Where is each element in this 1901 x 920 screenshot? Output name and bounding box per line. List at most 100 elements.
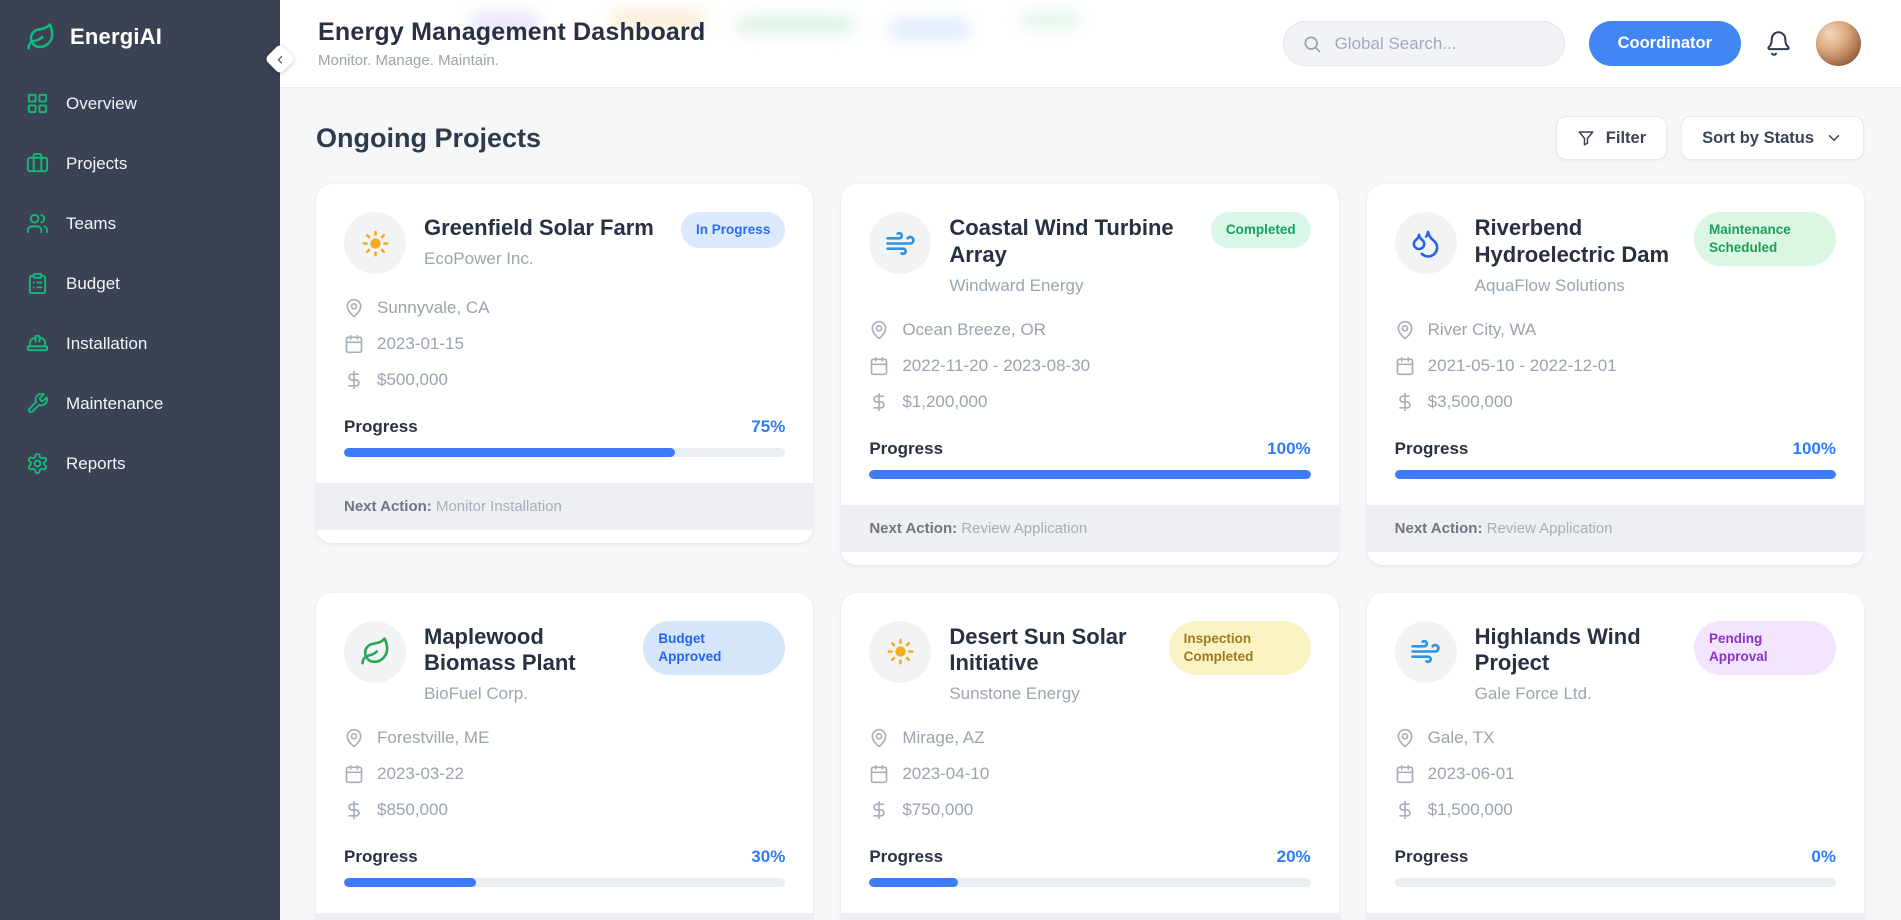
filter-button[interactable]: Filter — [1555, 116, 1668, 160]
chevron-left-icon — [274, 53, 287, 66]
project-card-body: Riverbend Hydroelectric Dam AquaFlow Solu… — [1367, 184, 1864, 479]
sidebar-item-installation[interactable]: Installation — [26, 332, 254, 355]
map-pin-icon — [869, 728, 889, 748]
project-budget: $3,500,000 — [1395, 392, 1836, 412]
sidebar-item-maintenance[interactable]: Maintenance — [26, 392, 254, 415]
sun-icon — [869, 620, 932, 683]
project-dates-text: 2023-06-01 — [1427, 764, 1515, 784]
search-input[interactable] — [1332, 32, 1546, 55]
project-dates-text: 2023-04-10 — [902, 764, 990, 784]
header-titles: Energy Management Dashboard Monitor. Man… — [318, 18, 705, 69]
status-badge: In Progress — [681, 212, 786, 249]
project-dates: 2023-01-15 — [344, 334, 785, 354]
wind-icon — [869, 212, 932, 274]
header: Energy Management Dashboard Monitor. Man… — [280, 0, 1901, 88]
coordinator-button[interactable]: Coordinator — [1588, 21, 1741, 66]
project-card-header: Desert Sun Solar Initiative Sunstone Ener… — [869, 620, 1311, 705]
project-meta: Ocean Breeze, OR 2022-11-20 - 2023-08-30 $… — [869, 320, 1310, 412]
header-actions: Coordinator — [1282, 21, 1861, 66]
sidebar-item-label: Installation — [66, 333, 148, 353]
project-card[interactable]: Desert Sun Solar Initiative Sunstone Ener… — [841, 592, 1339, 920]
dollar-icon — [869, 392, 889, 412]
next-action: Next Action: Review Application — [1366, 504, 1864, 552]
next-action-label: Next Action: — [1394, 519, 1483, 537]
brand: EnergiAI — [0, 0, 280, 62]
project-title-wrap: Coastal Wind Turbine Array Windward Energ… — [949, 212, 1193, 296]
project-company: AquaFlow Solutions — [1474, 275, 1625, 295]
progress-label: Progress — [344, 417, 418, 436]
project-card-body: Greenfield Solar Farm EcoPower Inc. In Pro… — [316, 184, 813, 457]
progress-percentage: 100% — [1267, 438, 1311, 458]
sidebar-item-projects[interactable]: Projects — [26, 152, 254, 175]
progress-percentage: 75% — [751, 417, 786, 436]
project-company: BioFuel Corp. — [424, 684, 528, 704]
map-pin-icon — [344, 298, 364, 318]
project-card-header: Riverbend Hydroelectric Dam AquaFlow Solu… — [1394, 212, 1836, 296]
next-action-value: Review Application — [1486, 519, 1613, 537]
project-meta: Sunnyvale, CA 2023-01-15 $500,000 — [344, 298, 785, 390]
map-pin-icon — [869, 320, 889, 340]
project-card[interactable]: Greenfield Solar Farm EcoPower Inc. In Pro… — [316, 184, 814, 543]
project-budget-text: $3,500,000 — [1427, 391, 1513, 411]
status-badge: Budget Approved — [643, 620, 786, 676]
sort-dropdown[interactable]: Sort by Status — [1681, 116, 1864, 160]
project-location: Gale, TX — [1395, 728, 1836, 748]
project-title-wrap: Highlands Wind Project Gale Force Ltd. — [1475, 621, 1676, 705]
progress-bar — [344, 448, 786, 457]
status-badge: Maintenance Scheduled — [1694, 212, 1836, 267]
filter-label: Filter — [1605, 128, 1647, 147]
progress-label: Progress — [1394, 847, 1469, 867]
project-location-text: River City, WA — [1427, 319, 1537, 339]
project-title-wrap: Greenfield Solar Farm EcoPower Inc. — [424, 212, 663, 274]
project-location: Forestville, ME — [344, 728, 785, 748]
filter-icon — [1577, 129, 1595, 147]
project-title: Highlands Wind Project — [1474, 623, 1641, 676]
project-location: Sunnyvale, CA — [344, 298, 785, 318]
sidebar-item-reports[interactable]: Reports — [26, 452, 254, 475]
dollar-icon — [1395, 392, 1415, 412]
project-dates-text: 2021-05-10 - 2022-12-01 — [1427, 355, 1617, 375]
sidebar-item-teams[interactable]: Teams — [26, 212, 254, 235]
decorative-blur — [470, 14, 540, 32]
sidebar-item-budget[interactable]: Budget — [26, 272, 254, 295]
sidebar-item-label: Reports — [66, 453, 126, 473]
progress-percentage: 30% — [751, 847, 786, 867]
project-card[interactable]: Maplewood Biomass Plant BioFuel Corp. Budg… — [316, 592, 814, 920]
page-subtitle: Monitor. Manage. Maintain. — [318, 52, 499, 69]
progress-row: Progress 75% — [344, 417, 785, 437]
sidebar-item-label: Teams — [66, 213, 117, 233]
project-card[interactable]: Highlands Wind Project Gale Force Ltd. Pen… — [1366, 592, 1864, 920]
project-title: Coastal Wind Turbine Array — [949, 215, 1174, 267]
progress-row: Progress 30% — [344, 847, 785, 867]
sidebar-item-label: Overview — [66, 93, 137, 113]
project-card[interactable]: Coastal Wind Turbine Array Windward Energ… — [841, 184, 1339, 565]
sidebar-item-overview[interactable]: Overview — [26, 92, 254, 115]
sidebar-collapse-button[interactable] — [264, 43, 296, 75]
card-bottom-pad — [1366, 551, 1864, 565]
project-meta: Mirage, AZ 2023-04-10 $750,000 — [869, 728, 1310, 820]
project-meta: River City, WA 2021-05-10 - 2022-12-01 $3,… — [1395, 320, 1836, 412]
sidebar-item-label: Projects — [66, 153, 128, 173]
map-pin-icon — [1395, 320, 1415, 340]
project-budget-text: $750,000 — [902, 800, 974, 820]
leaf-icon — [344, 620, 406, 683]
project-card-body: Highlands Wind Project Gale Force Ltd. Pen… — [1367, 593, 1864, 888]
user-avatar[interactable] — [1816, 21, 1861, 66]
progress-bar-fill — [869, 878, 958, 888]
project-title-wrap: Maplewood Biomass Plant BioFuel Corp. — [424, 621, 625, 705]
next-action-label: Next Action: — [344, 498, 432, 515]
project-meta: Forestville, ME 2023-03-22 $850,000 — [344, 728, 785, 820]
progress-bar-fill — [344, 448, 675, 457]
progress-row: Progress 0% — [1395, 847, 1836, 867]
progress-bar — [344, 878, 786, 888]
notifications-button[interactable] — [1765, 30, 1792, 57]
decorative-blur — [890, 20, 970, 38]
sidebar-item-label: Budget — [66, 273, 120, 293]
progress-percentage: 20% — [1276, 847, 1311, 867]
project-card[interactable]: Riverbend Hydroelectric Dam AquaFlow Solu… — [1366, 184, 1864, 565]
global-search[interactable] — [1282, 21, 1565, 66]
section-actions: Filter Sort by Status — [1555, 116, 1864, 160]
calendar-icon — [869, 356, 889, 376]
project-dates-text: 2023-03-22 — [377, 764, 464, 784]
project-budget-text: $850,000 — [377, 800, 448, 820]
